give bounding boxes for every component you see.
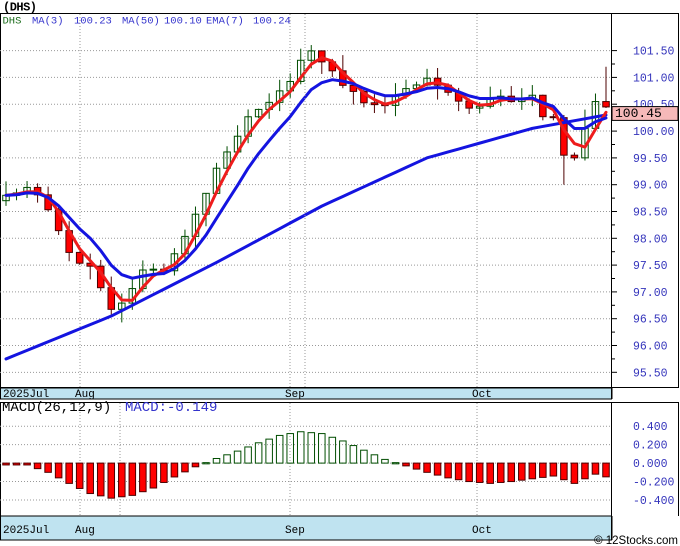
svg-text:100.24: 100.24 xyxy=(253,16,291,28)
svg-text:MA(3): MA(3) xyxy=(32,16,64,28)
svg-text:-0.400: -0.400 xyxy=(633,495,675,508)
svg-text:95.50: 95.50 xyxy=(633,367,668,380)
svg-text:0.200: 0.200 xyxy=(633,440,668,453)
svg-text:Oct: Oct xyxy=(472,525,492,537)
svg-text:99.00: 99.00 xyxy=(633,180,668,193)
svg-text:© 12Stocks.com: © 12Stocks.com xyxy=(594,535,678,546)
svg-text:98.00: 98.00 xyxy=(633,233,668,246)
svg-text:100.45: 100.45 xyxy=(615,106,662,121)
svg-text:2025Jul: 2025Jul xyxy=(3,525,49,537)
svg-text:MACD:-0.149: MACD:-0.149 xyxy=(125,400,217,416)
svg-text:Sep: Sep xyxy=(285,389,305,401)
svg-text:EMA(7): EMA(7) xyxy=(206,16,244,28)
svg-text:MACD(26,12,9): MACD(26,12,9) xyxy=(2,400,111,416)
svg-text:-0.200: -0.200 xyxy=(633,477,675,490)
svg-text:Oct: Oct xyxy=(472,389,492,401)
svg-text:100.23: 100.23 xyxy=(74,16,112,28)
svg-text:96.50: 96.50 xyxy=(633,314,668,327)
svg-text:0.400: 0.400 xyxy=(633,421,668,434)
svg-text:DHS: DHS xyxy=(3,16,22,28)
svg-text:(DHS): (DHS) xyxy=(3,1,37,15)
svg-text:100.10: 100.10 xyxy=(164,16,202,28)
svg-text:99.50: 99.50 xyxy=(633,153,668,166)
svg-text:96.00: 96.00 xyxy=(633,341,668,354)
svg-text:101.50: 101.50 xyxy=(633,46,675,59)
svg-text:Sep: Sep xyxy=(285,525,305,537)
svg-text:98.50: 98.50 xyxy=(633,207,668,220)
svg-text:97.50: 97.50 xyxy=(633,260,668,273)
svg-text:101.00: 101.00 xyxy=(633,72,675,85)
svg-text:Aug: Aug xyxy=(75,525,95,537)
svg-text:MA(50): MA(50) xyxy=(122,16,160,28)
svg-text:97.00: 97.00 xyxy=(633,287,668,300)
svg-text:100.00: 100.00 xyxy=(633,126,675,139)
svg-text:0.000: 0.000 xyxy=(633,458,668,471)
